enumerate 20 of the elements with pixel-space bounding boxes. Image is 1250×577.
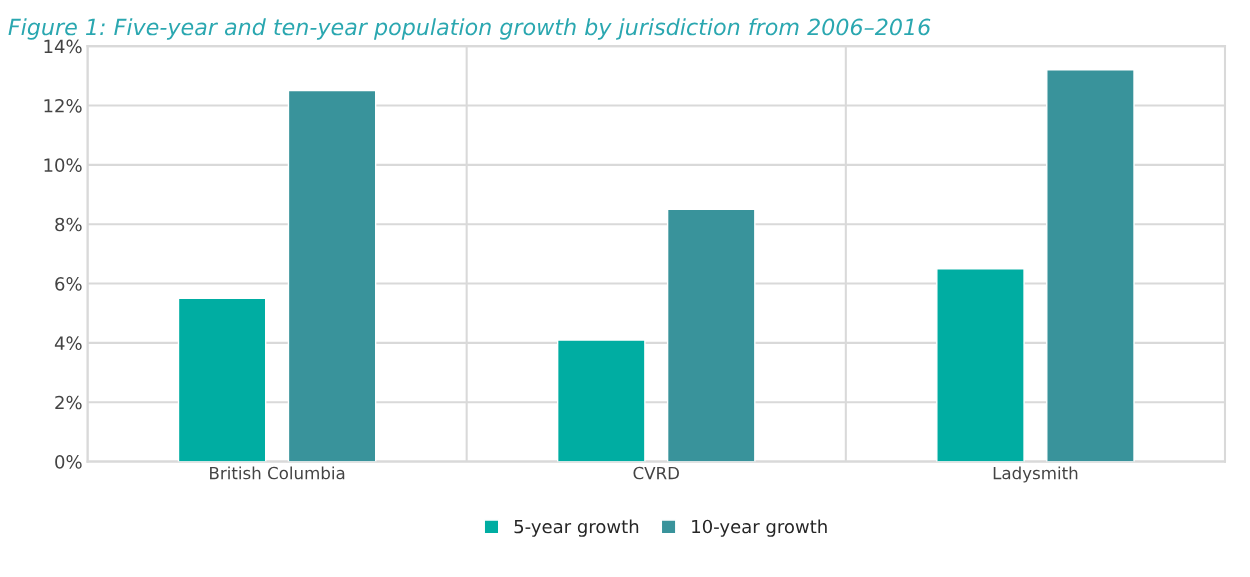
x-tick-label: CVRD bbox=[633, 466, 679, 480]
y-tick-label: 14% bbox=[44, 39, 82, 54]
chart-title: Figure 1: Five-year and ten-year population growth by jurisdiction from 2006–2016 bbox=[8, 18, 931, 40]
x-tick-label: British Columbia bbox=[210, 466, 345, 480]
bar bbox=[1046, 69, 1135, 462]
y-tick-label: 2% bbox=[55, 395, 82, 410]
bar bbox=[666, 208, 756, 462]
y-tick-label: 4% bbox=[54, 336, 82, 351]
y-tick-label: 6% bbox=[55, 277, 82, 291]
legend-label: 10-year growth bbox=[692, 519, 827, 537]
y-tick-label: 8% bbox=[55, 217, 82, 232]
bar bbox=[177, 297, 267, 462]
y-tick-label: 10% bbox=[44, 158, 82, 172]
bar bbox=[287, 89, 377, 462]
bar bbox=[936, 268, 1025, 462]
bar bbox=[556, 339, 646, 462]
x-tick-label: Ladysmith bbox=[993, 466, 1078, 483]
y-tick-label: 0% bbox=[55, 455, 82, 469]
y-tick-label: 12% bbox=[44, 98, 82, 113]
legend-label: 5-year growth bbox=[514, 519, 639, 537]
